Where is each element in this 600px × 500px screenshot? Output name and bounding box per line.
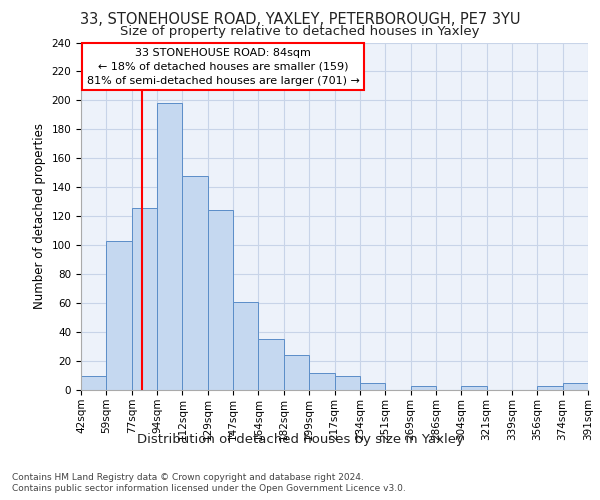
Bar [410,386,436,390]
Bar [563,383,588,390]
Bar [132,208,157,390]
Text: Size of property relative to detached houses in Yaxley: Size of property relative to detached ho… [120,25,480,38]
Bar [335,376,360,390]
Text: 33, STONEHOUSE ROAD, YAXLEY, PETERBOROUGH, PE7 3YU: 33, STONEHOUSE ROAD, YAXLEY, PETERBOROUG… [80,12,520,28]
Text: 33 STONEHOUSE ROAD: 84sqm
← 18% of detached houses are smaller (159)
81% of semi: 33 STONEHOUSE ROAD: 84sqm ← 18% of detac… [86,48,359,86]
Bar [461,386,487,390]
Bar [360,383,385,390]
Text: Contains HM Land Registry data © Crown copyright and database right 2024.: Contains HM Land Registry data © Crown c… [12,472,364,482]
Bar [259,340,284,390]
Bar [81,376,106,390]
Y-axis label: Number of detached properties: Number of detached properties [33,123,46,309]
Text: Contains public sector information licensed under the Open Government Licence v3: Contains public sector information licen… [12,484,406,493]
Bar [182,176,208,390]
Bar [284,355,309,390]
Bar [208,210,233,390]
Bar [106,241,132,390]
Bar [309,372,335,390]
Bar [157,104,182,390]
Text: Distribution of detached houses by size in Yaxley: Distribution of detached houses by size … [137,432,463,446]
Bar [233,302,259,390]
Bar [538,386,563,390]
